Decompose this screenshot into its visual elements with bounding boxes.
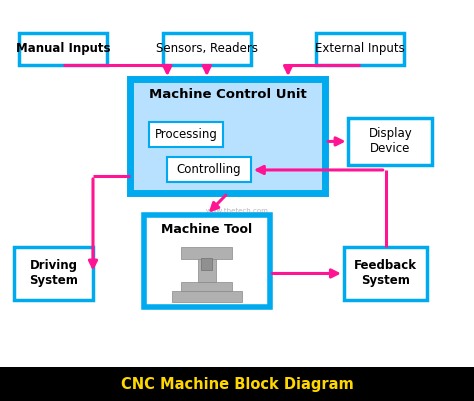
FancyBboxPatch shape <box>172 291 242 302</box>
FancyBboxPatch shape <box>144 215 270 307</box>
FancyBboxPatch shape <box>344 247 428 300</box>
Text: Display
Device: Display Device <box>368 128 412 156</box>
FancyBboxPatch shape <box>198 259 216 282</box>
Text: CNC Machine Block Diagram: CNC Machine Block Diagram <box>120 377 354 392</box>
Text: External Inputs: External Inputs <box>315 42 405 55</box>
FancyBboxPatch shape <box>130 79 325 193</box>
FancyBboxPatch shape <box>18 32 107 65</box>
Text: Machine Tool: Machine Tool <box>161 223 252 237</box>
Text: Processing: Processing <box>155 128 218 141</box>
FancyBboxPatch shape <box>348 118 432 164</box>
Text: www.thetech.com: www.thetech.com <box>206 208 268 214</box>
Text: Machine Control Unit: Machine Control Unit <box>149 88 307 101</box>
Text: Driving
System: Driving System <box>29 259 78 288</box>
FancyBboxPatch shape <box>14 247 93 300</box>
FancyBboxPatch shape <box>181 282 232 291</box>
FancyBboxPatch shape <box>316 32 404 65</box>
FancyBboxPatch shape <box>149 122 223 147</box>
FancyBboxPatch shape <box>181 247 232 259</box>
FancyBboxPatch shape <box>201 259 212 270</box>
FancyBboxPatch shape <box>167 158 251 182</box>
FancyBboxPatch shape <box>163 32 251 65</box>
Text: Feedback
System: Feedback System <box>354 259 417 288</box>
Text: Sensors, Readers: Sensors, Readers <box>156 42 258 55</box>
Text: Controlling: Controlling <box>177 164 241 176</box>
Text: Manual Inputs: Manual Inputs <box>16 42 110 55</box>
